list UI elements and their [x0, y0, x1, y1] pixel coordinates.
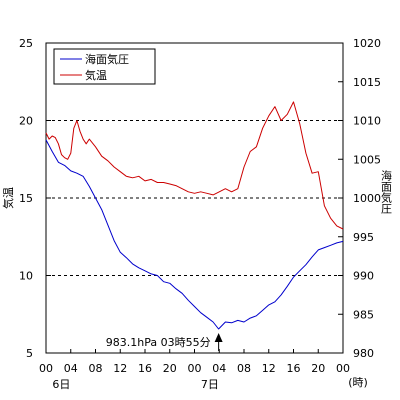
- axes: 5101520259809859909951000100510101015102…: [19, 37, 381, 391]
- left-tick-label: 10: [19, 270, 33, 283]
- right-axis-title: 海面気圧: [380, 169, 393, 215]
- right-tick-label: 995: [353, 231, 374, 244]
- x-tick-label: 00: [336, 362, 350, 375]
- day-label: 6日: [52, 378, 70, 391]
- left-tick-label: 25: [19, 37, 33, 50]
- temperature-line: [45, 101, 344, 230]
- x-axis-unit: (時): [348, 376, 368, 389]
- left-tick-label: 20: [19, 115, 33, 128]
- left-axis-title: 気温: [1, 187, 15, 209]
- x-tick-label: 20: [163, 362, 177, 375]
- x-tick-label: 12: [113, 362, 127, 375]
- x-tick-label: 04: [64, 362, 78, 375]
- right-tick-label: 1020: [353, 37, 381, 50]
- right-tick-label: 1010: [353, 115, 381, 128]
- annotation-arrow-head: [214, 332, 223, 342]
- x-tick-label: 16: [287, 362, 301, 375]
- right-tick-label: 1000: [353, 192, 381, 205]
- day-label: 7日: [201, 378, 219, 391]
- series-lines: [45, 101, 344, 330]
- annotation-label: 983.1hPa 03時55分: [106, 336, 211, 349]
- gridlines: [46, 120, 343, 276]
- legend-label-sea-pressure: 海面気圧: [85, 52, 129, 66]
- annotation: 983.1hPa 03時55分: [106, 332, 223, 351]
- legend-label-temperature: 気温: [85, 68, 107, 82]
- x-tick-label: 16: [138, 362, 152, 375]
- left-tick-label: 5: [26, 347, 33, 360]
- right-tick-label: 990: [353, 270, 374, 283]
- legend: 海面気圧 気温: [53, 48, 156, 85]
- right-tick-label: 1005: [353, 153, 381, 166]
- x-tick-label: 00: [188, 362, 202, 375]
- x-tick-label: 08: [237, 362, 251, 375]
- x-tick-label: 20: [311, 362, 325, 375]
- sea-pressure-line: [45, 139, 344, 330]
- right-tick-label: 1015: [353, 76, 381, 89]
- x-tick-label: 04: [212, 362, 226, 375]
- legend-box: [53, 48, 156, 85]
- x-tick-label: 12: [262, 362, 276, 375]
- right-tick-label: 985: [353, 308, 374, 321]
- x-tick-label: 08: [89, 362, 103, 375]
- right-tick-label: 980: [353, 347, 374, 360]
- left-tick-label: 15: [19, 192, 33, 205]
- x-tick-label: 00: [39, 362, 53, 375]
